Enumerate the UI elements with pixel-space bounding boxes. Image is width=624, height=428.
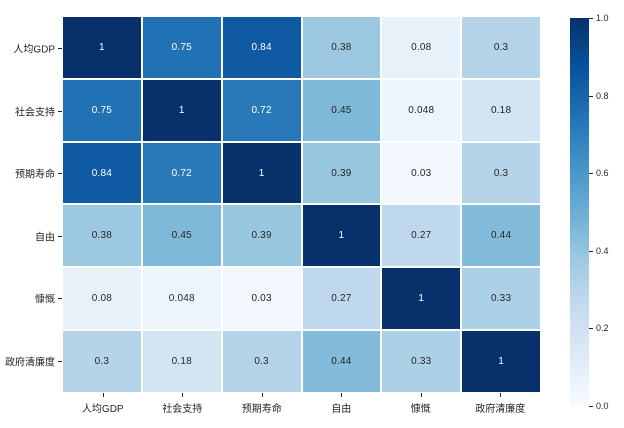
colorbar-tick <box>589 406 593 407</box>
x-axis-tick <box>500 393 502 397</box>
heatmap-cell: 0.08 <box>382 17 461 78</box>
y-axis-label: 政府清廉度 <box>5 357 55 369</box>
heatmap-cell: 0.75 <box>142 17 221 78</box>
y-axis-tick <box>58 173 62 175</box>
colorbar-gradient <box>570 18 589 406</box>
y-axis-tick <box>58 360 62 362</box>
x-axis-label: 自由 <box>331 404 352 415</box>
y-axis-tick <box>58 298 62 300</box>
heatmap-cell: 1 <box>302 205 381 267</box>
heatmap-cell: 0.08 <box>63 268 141 330</box>
heatmap-cell: 0.18 <box>142 331 221 392</box>
heatmap-cell: 0.27 <box>382 205 461 267</box>
colorbar-tick <box>589 95 593 97</box>
x-axis-tick <box>102 393 104 397</box>
y-axis-label: 预期寿命 <box>15 169 55 181</box>
heatmap-cell: 0.3 <box>63 331 141 392</box>
heatmap-cell: 0.44 <box>462 205 540 267</box>
heatmap-cell: 0.3 <box>462 142 540 204</box>
x-axis-label: 慷慨 <box>410 404 431 415</box>
heatmap-cell: 0.03 <box>222 268 301 330</box>
colorbar-tick <box>589 328 593 330</box>
heatmap-cell: 1 <box>382 268 461 330</box>
colorbar-tick <box>589 250 593 252</box>
x-axis-tick <box>261 393 263 397</box>
x-axis-label: 预期寿命 <box>241 404 282 415</box>
heatmap-cell: 0.18 <box>462 79 540 141</box>
y-axis-label: 自由 <box>35 232 55 244</box>
y-axis-tick <box>58 48 62 50</box>
heatmap-cell: 0.44 <box>302 331 381 392</box>
y-axis-tick <box>58 110 62 112</box>
heatmap-cell: 0.38 <box>302 17 381 78</box>
heatmap-cell: 0.84 <box>63 142 141 204</box>
x-axis-label: 政府清廉度 <box>475 404 526 415</box>
x-axis-tick <box>420 393 422 397</box>
heatmap-cell: 0.048 <box>382 79 461 141</box>
heatmap-cell: 0.38 <box>63 205 141 267</box>
heatmap-cell: 0.45 <box>302 79 381 141</box>
colorbar-tick-label: 0.4 <box>596 245 609 256</box>
heatmap-cell: 1 <box>142 79 221 141</box>
y-axis-label: 人均GDP <box>13 44 55 56</box>
heatmap-cell: 0.72 <box>142 142 221 204</box>
colorbar-tick-label: 0.2 <box>596 323 609 334</box>
colorbar <box>570 18 589 406</box>
heatmap-cell: 0.72 <box>222 79 301 141</box>
heatmap-cell: 0.75 <box>63 79 141 141</box>
y-axis-tick <box>58 235 62 237</box>
heatmap-cell: 0.03 <box>382 142 461 204</box>
colorbar-tick-label: 0.6 <box>596 168 609 179</box>
heatmap-cell: 0.33 <box>462 268 540 330</box>
heatmap-cell: 0.45 <box>142 205 221 267</box>
y-axis-label: 社会支持 <box>15 107 55 119</box>
heatmap-cell: 0.33 <box>382 331 461 392</box>
heatmap-cell: 0.3 <box>222 331 301 392</box>
colorbar-tick-label: 0.0 <box>596 401 609 411</box>
colorbar-tick <box>589 173 593 175</box>
heatmap-cell: 0.39 <box>222 205 301 267</box>
x-axis-tick <box>341 393 343 397</box>
heatmap-grid: 1 0.75 0.84 0.38 0.08 0.3 0.75 1 0.72 0.45 0.048 0.… <box>63 17 540 392</box>
y-axis-label: 慷慨 <box>35 294 55 306</box>
x-axis-label: 人均GDP <box>81 404 124 415</box>
colorbar-tick-label: 1.0 <box>596 13 609 23</box>
heatmap-cell: 0.3 <box>462 17 540 78</box>
heatmap-cell: 1 <box>222 142 301 204</box>
heatmap-cell: 0.27 <box>302 268 381 330</box>
heatmap-cell: 1 <box>462 331 540 392</box>
x-axis-tick <box>182 393 184 397</box>
colorbar-tick-label: 0.8 <box>596 90 609 101</box>
heatmap-cell: 0.84 <box>222 17 301 78</box>
colorbar-tick <box>589 18 593 19</box>
heatmap-cell: 0.39 <box>302 142 381 204</box>
heatmap-cell: 0.048 <box>142 268 221 330</box>
heatmap-cell: 1 <box>63 17 141 78</box>
x-axis-label: 社会支持 <box>162 404 203 415</box>
